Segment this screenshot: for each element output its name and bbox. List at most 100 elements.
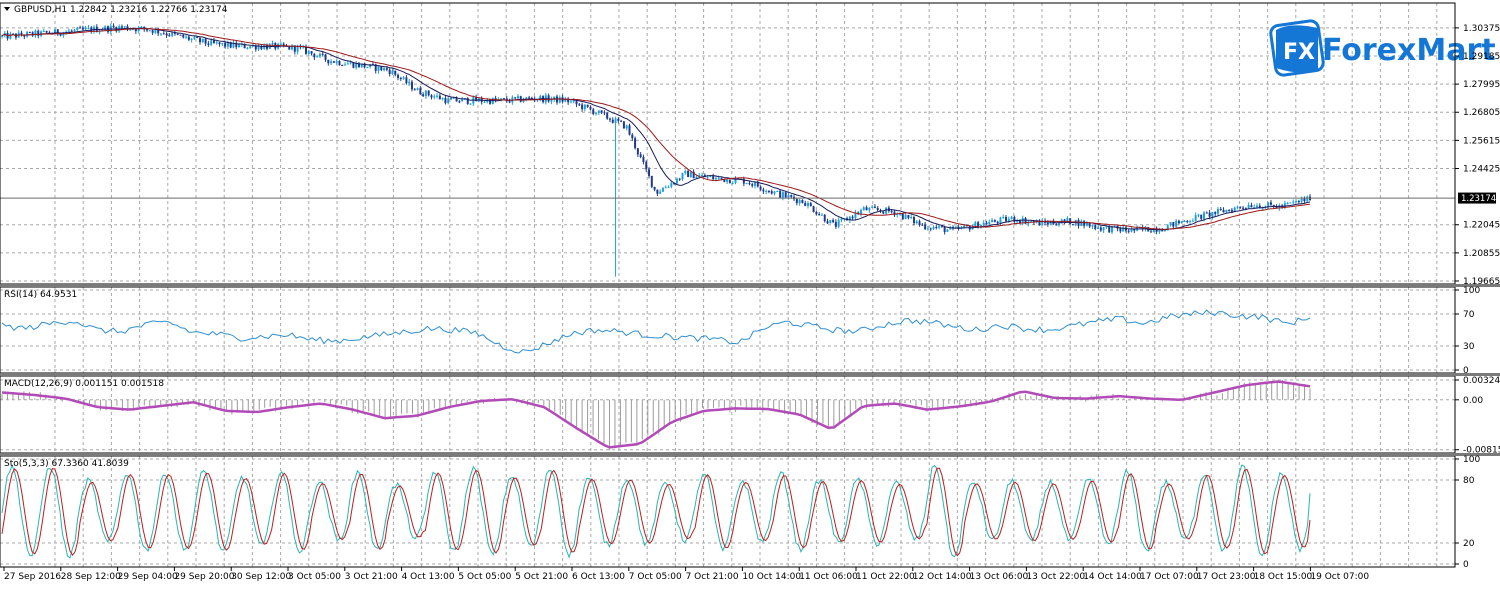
axis-tick-label: 0.00	[1463, 396, 1483, 406]
candle-body	[784, 192, 787, 198]
candle-body	[558, 97, 561, 103]
candle-body	[728, 179, 731, 184]
candle-body	[519, 96, 522, 102]
candle-body	[963, 225, 966, 228]
candle-body	[318, 53, 321, 57]
candle-body	[765, 191, 768, 193]
candle-body	[1088, 223, 1091, 227]
candle-body	[832, 220, 835, 223]
candle-body	[572, 100, 575, 102]
candle-body	[723, 178, 726, 182]
candle-body	[773, 191, 776, 194]
collapse-triangle-icon[interactable]	[4, 7, 10, 11]
candle-body	[20, 32, 23, 36]
candle-body	[438, 95, 441, 100]
candle-body	[1163, 230, 1166, 232]
candle-body	[578, 104, 581, 106]
candle-body	[1122, 227, 1125, 232]
candle-body	[1253, 207, 1256, 209]
candle-body	[1091, 225, 1094, 227]
candle-body	[282, 43, 285, 46]
candle-body	[332, 61, 335, 63]
candle-body	[1130, 228, 1133, 232]
time-tick-label: 19 Oct 07:00	[1310, 572, 1369, 582]
candle-body	[896, 213, 899, 216]
candle-body	[1110, 226, 1113, 233]
candle-body	[399, 77, 402, 79]
candle-body	[1030, 221, 1033, 223]
rsi-line	[1, 309, 1311, 354]
candle-body	[921, 224, 924, 226]
candle-body	[734, 178, 737, 183]
candle-body	[977, 222, 980, 229]
candle-body	[357, 63, 360, 68]
candle-body	[1105, 226, 1108, 228]
axis-tick-label: 70	[1463, 310, 1475, 320]
axis-tick-label: 100	[1463, 455, 1480, 465]
candle-body	[1150, 231, 1153, 233]
candle-body	[965, 225, 968, 227]
time-tick-label: 3 Oct 21:00	[345, 572, 398, 582]
candle-body	[1, 35, 3, 37]
candle-body	[475, 97, 478, 102]
price-axis[interactable]: 1.30375 1.29185 1.27995 1.26805 1.25615 1.244…	[1455, 24, 1500, 287]
candle-body	[901, 213, 904, 220]
candle-body	[1177, 220, 1180, 224]
candle-body	[1052, 221, 1055, 225]
candle-body	[915, 221, 918, 224]
candle-body	[1256, 205, 1259, 208]
candle-body	[416, 88, 419, 91]
candle-body	[494, 98, 497, 101]
candle-body	[257, 46, 260, 50]
candle-body	[1041, 220, 1044, 226]
candle-body	[1258, 205, 1261, 209]
candle-body	[73, 29, 76, 31]
candle-body	[341, 65, 344, 67]
candle-body	[31, 32, 34, 36]
candle-body	[1200, 214, 1203, 219]
candle-body	[444, 98, 447, 104]
candle-body	[1055, 224, 1058, 226]
candle-body	[812, 206, 815, 213]
candle-body	[876, 207, 879, 211]
candle-body	[751, 184, 754, 186]
candle-body	[201, 38, 204, 43]
candle-body	[603, 112, 606, 114]
candle-body	[837, 220, 840, 227]
candle-body	[383, 68, 386, 71]
candle-body	[229, 42, 232, 48]
candle-body	[1057, 223, 1060, 226]
candle-body	[159, 33, 162, 35]
candle-body	[586, 104, 589, 108]
stochastic-pane-title: Sto(5,3,3) 67.3360 41.8039	[4, 459, 129, 469]
candle-body	[926, 228, 929, 230]
candle-body	[634, 138, 637, 149]
candle-body	[346, 63, 349, 65]
candle-body	[447, 98, 450, 104]
candle-body	[1018, 220, 1021, 224]
candle-body	[458, 101, 461, 103]
candle-body	[935, 226, 938, 228]
candle-body	[695, 176, 698, 179]
candle-body	[84, 27, 87, 30]
candle-body	[974, 222, 977, 227]
candle-body	[606, 113, 609, 119]
candle-body	[1306, 196, 1309, 202]
candle-body	[226, 42, 229, 47]
candle-body	[720, 177, 723, 179]
current-price-value: 1.23174	[1461, 194, 1496, 204]
candle-body	[670, 182, 673, 187]
candle-body	[575, 100, 578, 105]
candle-body	[940, 226, 943, 228]
candle-body	[617, 118, 620, 121]
candle-body	[918, 221, 921, 225]
candle-body	[681, 173, 684, 180]
axis-tick-label: 0	[1463, 366, 1469, 376]
time-tick-label: 3 Oct 05:00	[288, 572, 341, 582]
candle-body	[823, 214, 826, 222]
candle-body	[199, 38, 202, 43]
candle-body	[193, 37, 196, 39]
